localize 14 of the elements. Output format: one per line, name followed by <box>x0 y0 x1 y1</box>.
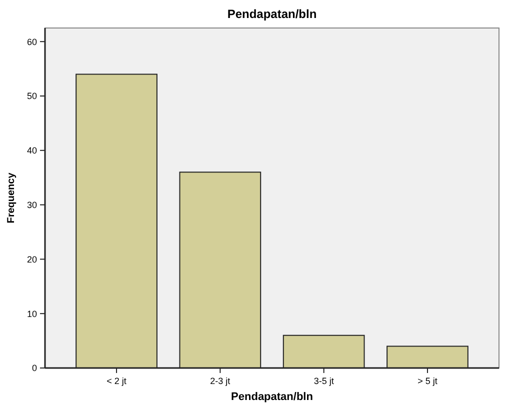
x-tick-label: 2-3 jt <box>210 376 231 386</box>
y-tick-label: 20 <box>26 254 37 264</box>
x-tick-label: < 2 jt <box>106 376 127 386</box>
y-tick-label: 30 <box>26 200 37 210</box>
y-tick-label: 60 <box>26 36 37 47</box>
y-tick-label: 50 <box>26 91 37 102</box>
x-tick-label: 3-5 jt <box>314 376 334 386</box>
y-tick-label: 10 <box>26 308 37 319</box>
x-tick-label: > 5 jt <box>418 376 438 386</box>
chart-title: Pendapatan/bln <box>227 7 317 21</box>
x-axis-title: Pendapatan/bln <box>231 391 314 403</box>
y-tick-label: 0 <box>32 363 37 374</box>
y-axis-title: Frequency <box>6 172 17 224</box>
y-tick-label: 40 <box>26 146 37 156</box>
